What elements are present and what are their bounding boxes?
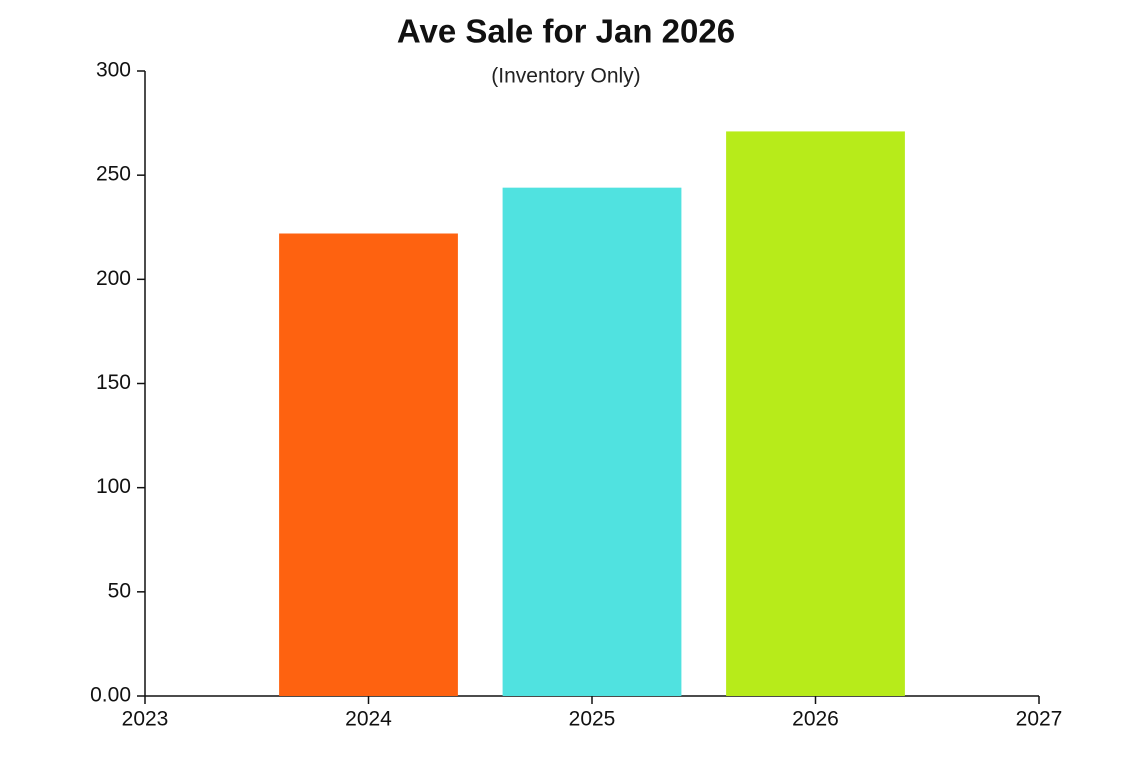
y-tick-label: 100: [96, 475, 131, 498]
bar: [502, 187, 682, 696]
y-tick-label: 0.00: [90, 684, 131, 707]
y-tick-label: 250: [96, 163, 131, 186]
x-tick-label: 2024: [345, 708, 392, 731]
y-tick-label: 300: [96, 59, 131, 82]
y-tick-label: 150: [96, 371, 131, 394]
y-tick-label: 50: [108, 579, 131, 602]
x-tick-label: 2026: [792, 708, 839, 731]
bar: [726, 131, 905, 696]
bar: [279, 233, 458, 696]
chart-title: Ave Sale for Jan 2026: [397, 13, 735, 50]
y-tick-label: 200: [96, 267, 131, 290]
x-tick-label: 2023: [122, 708, 169, 731]
chart-subtitle: (Inventory Only): [491, 65, 640, 88]
x-tick-label: 2027: [1016, 708, 1063, 731]
x-tick-label: 2025: [569, 708, 616, 731]
